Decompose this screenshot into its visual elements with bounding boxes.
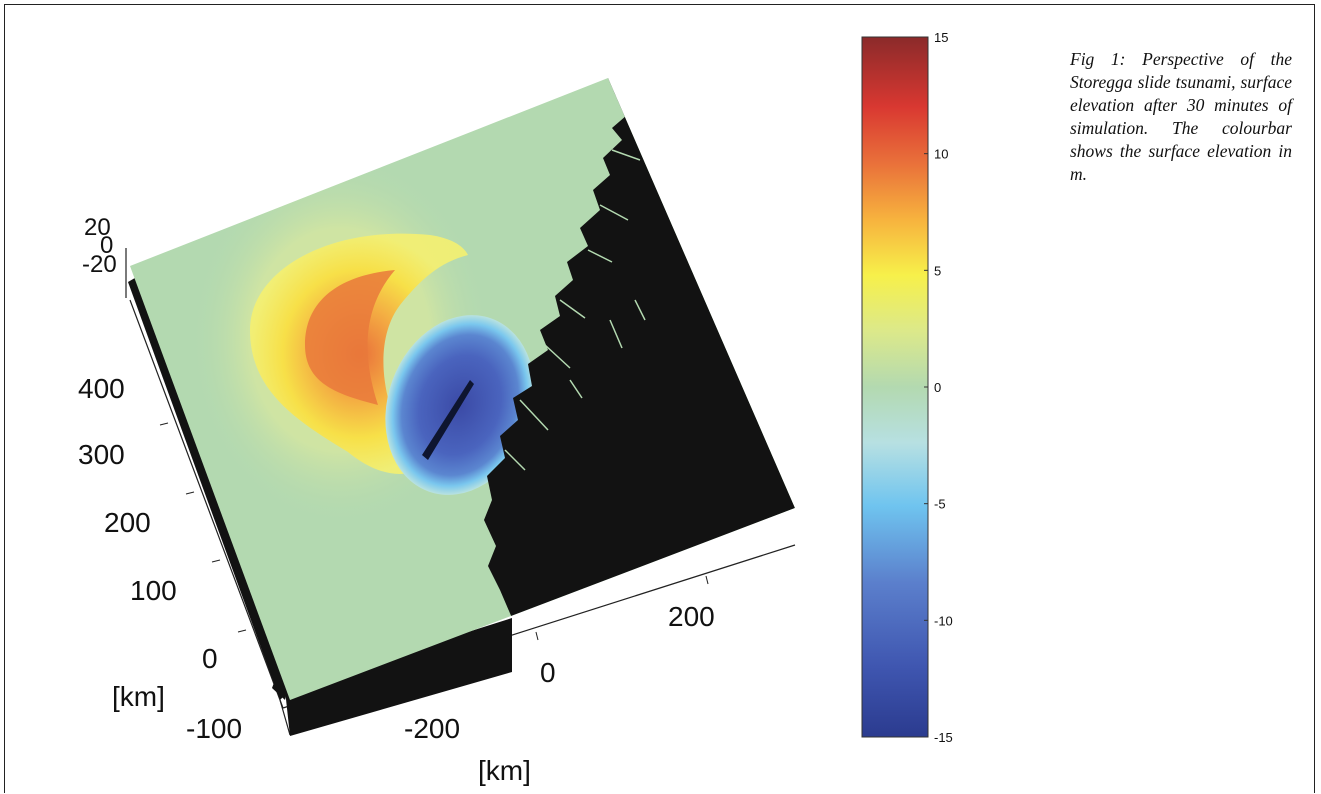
y-tick-neg100: -100: [186, 713, 242, 744]
z-tick-20: 20: [84, 214, 111, 241]
colorbar-tick-label: 15: [934, 30, 948, 45]
y-axis-label: [km]: [112, 681, 165, 712]
z-tick-neg20: -20: [82, 251, 117, 278]
x-tick-0: 0: [540, 657, 556, 688]
colorbar-ticks: 15 10 5 0 -5 -10 -15: [924, 30, 953, 745]
fjords: [504, 149, 646, 471]
figure-caption: Fig 1: Perspective of the Storegga slide…: [1070, 49, 1292, 184]
colorbar-tick-label: -5: [934, 497, 946, 512]
y-axis-ticks: [159, 422, 247, 633]
x-axis-label: [km]: [478, 755, 531, 786]
slide-scar: [422, 380, 474, 460]
z-tick-0: 0: [100, 232, 113, 259]
colorbar: [861, 36, 929, 738]
x-tick-200: 200: [668, 601, 715, 632]
side-wall: [128, 275, 290, 700]
colorbar-tick-label: -15: [934, 730, 953, 745]
crest-core: [305, 270, 395, 405]
colorbar-tick-label: 0: [934, 380, 941, 395]
x-tick-neg200: -200: [404, 713, 460, 744]
front-wall: [285, 618, 512, 736]
land-mass: [484, 78, 795, 618]
colorbar-tick-label: 5: [934, 263, 941, 278]
colorbar-tick-label: -10: [934, 613, 953, 628]
colorbar-tick-label: 10: [934, 147, 948, 162]
x-axis-ticks: [535, 575, 709, 641]
y-tick-400: 400: [78, 373, 125, 404]
y-tick-100: 100: [130, 575, 177, 606]
y-tick-200: 200: [104, 507, 151, 538]
y-tick-0: 0: [202, 643, 218, 674]
y-tick-300: 300: [78, 439, 125, 470]
figure-frame: [4, 4, 1315, 793]
